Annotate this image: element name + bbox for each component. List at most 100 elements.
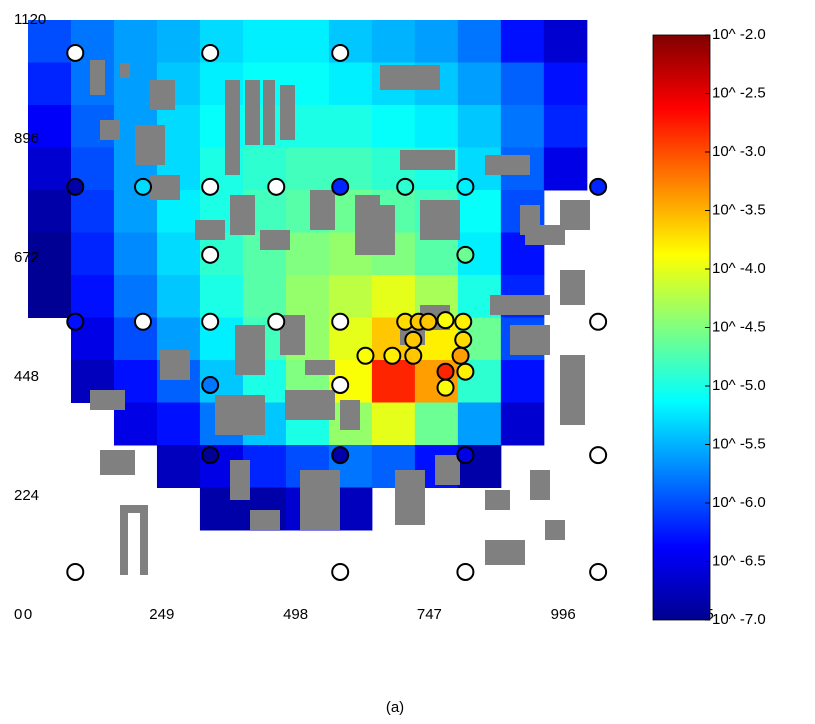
x-tick-label: 996 [551, 606, 576, 623]
heat-cell [156, 445, 201, 488]
heat-cell [113, 232, 158, 276]
heat-cell [70, 232, 115, 276]
heat-cell [543, 20, 588, 63]
x-tick-label: 747 [417, 606, 442, 623]
heat-cell [457, 402, 502, 446]
heat-cell [500, 360, 545, 403]
heat-cell [500, 20, 545, 63]
sensor [436, 362, 455, 381]
sensor [201, 312, 220, 331]
sensor [383, 346, 402, 365]
y-tick-label: 896 [14, 130, 39, 147]
colorbar-tick-label: 10^ -6.5 [712, 552, 766, 569]
heat-cell [371, 275, 416, 318]
sensor [589, 562, 608, 581]
colorbar-tick-label: 10^ -2.5 [712, 84, 766, 101]
heat-cell [371, 402, 416, 446]
heat-cell [500, 105, 545, 148]
sensor [267, 312, 286, 331]
caption: (a) [386, 699, 404, 716]
heat-cell [113, 20, 158, 63]
sensor [331, 177, 350, 196]
sensor [201, 177, 220, 196]
sensor [436, 311, 455, 330]
sensor [456, 177, 475, 196]
sensor [456, 362, 475, 381]
buildings [90, 60, 590, 575]
heat-cell [28, 190, 72, 233]
heat-cell [414, 402, 459, 446]
heat-cell [457, 105, 502, 148]
heat-cell [285, 275, 330, 318]
sensor [331, 446, 350, 465]
heat-cell [242, 275, 287, 318]
heat-cell [28, 232, 72, 276]
heat-cell [457, 190, 502, 233]
colorbar-tick-label: 10^ -5.0 [712, 377, 766, 394]
sensor [589, 177, 608, 196]
sensor [454, 330, 473, 349]
heat-cell [457, 20, 502, 63]
sensor [456, 446, 475, 465]
heat-cell [414, 20, 459, 63]
heat-cell [28, 20, 72, 63]
heat-cell [371, 20, 416, 63]
x-tick-label: 498 [283, 606, 308, 623]
colorbar-tick-label: 10^ -5.5 [712, 435, 766, 452]
heat-cell [156, 232, 201, 276]
sensor [201, 375, 220, 394]
sensor [133, 177, 152, 196]
heat-cell [70, 275, 115, 318]
heat-cell [285, 20, 330, 63]
heat-cell [156, 402, 201, 446]
sensor [456, 245, 475, 264]
sensor [66, 312, 85, 331]
heat-cell [156, 20, 201, 63]
heat-cell [156, 275, 201, 318]
heat-cell [113, 275, 158, 318]
heat-cell [28, 275, 72, 318]
sensor [201, 245, 220, 264]
heat-cell [70, 190, 115, 233]
heat-cell [328, 105, 373, 148]
colorbar-tick-label: 10^ -7.0 [712, 611, 766, 628]
sensor [267, 177, 286, 196]
sensor [396, 177, 415, 196]
sensors [66, 43, 608, 581]
sensor [331, 312, 350, 331]
colorbar-tick-label: 10^ -6.0 [712, 494, 766, 511]
heat-cell [199, 275, 244, 318]
x-tick-label: 0 [24, 606, 32, 623]
sensor [404, 330, 423, 349]
heat-cell [242, 445, 287, 488]
colorbar [652, 34, 711, 621]
sensor [66, 562, 85, 581]
sensor [589, 312, 608, 331]
heat-cell [285, 147, 330, 191]
heat-cell [242, 20, 287, 63]
heat-cell [457, 62, 502, 106]
heat-cell [28, 105, 72, 148]
sensor [201, 446, 220, 465]
y-tick-label: 448 [14, 368, 39, 385]
colorbar-tick-label: 10^ -4.0 [712, 260, 766, 277]
colorbar-tick-label: 10^ -3.5 [712, 201, 766, 218]
sensor [404, 346, 423, 365]
heat-cell [500, 402, 545, 446]
sensor [331, 43, 350, 62]
heat-cell [328, 62, 373, 106]
x-tick-label: 249 [149, 606, 174, 623]
heat-cell [328, 275, 373, 318]
heat-cell [543, 147, 588, 191]
heat-cell [371, 360, 416, 403]
heat-cell [371, 105, 416, 148]
heat-cell [543, 62, 588, 106]
colorbar-tick-label: 10^ -3.0 [712, 143, 766, 160]
sensor [201, 43, 220, 62]
colorbar-ticks: 10^ -2.0 10^ -2.5 10^ -3.0 10^ -3.5 10^ -4.0… [705, 26, 766, 628]
heat-cell [543, 105, 588, 148]
heat-cell [500, 62, 545, 106]
sensor [133, 312, 152, 331]
heat-cell [28, 62, 72, 106]
